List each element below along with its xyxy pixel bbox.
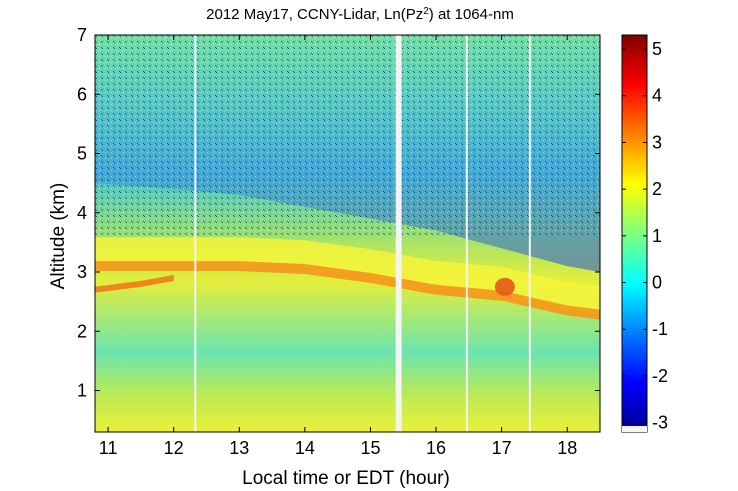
colorbar-tick-label: -3 <box>652 413 668 433</box>
x-tick-label: 11 <box>99 438 118 458</box>
yellow-halo-band <box>95 237 600 314</box>
svg-text:2012 May17, CCNY-Lidar, Ln(Pz2: 2012 May17, CCNY-Lidar, Ln(Pz2) at 1064-… <box>206 6 514 24</box>
y-tick-label: 4 <box>77 203 87 223</box>
aerosol-hotspot <box>494 277 515 296</box>
colorbar-tick-label: 1 <box>652 226 662 246</box>
colorbar-tick-label: 4 <box>652 86 662 106</box>
colorbar-tick-label: 5 <box>652 39 662 59</box>
lower-aerosol-band <box>95 274 174 293</box>
x-axis: 11 12 13 14 15 16 17 18 <box>99 35 577 458</box>
title-main: 2012 May17, CCNY-Lidar, Ln(Pz <box>206 6 423 23</box>
y-tick-label: 3 <box>77 262 87 282</box>
y-tick-label: 1 <box>77 381 87 401</box>
x-tick-label: 13 <box>229 438 249 458</box>
y-tick-label: 5 <box>77 144 87 164</box>
data-gap-2 <box>465 35 468 432</box>
colorbar-tick-label: 2 <box>652 179 662 199</box>
x-axis-label: Local time or EDT (hour) <box>242 468 450 489</box>
y-tick-label: 2 <box>77 321 87 341</box>
plot-area <box>95 35 600 432</box>
data-gap-3 <box>528 35 531 432</box>
y-axis: 1 2 3 4 5 6 7 <box>77 25 600 401</box>
colorbar-tick-label: -1 <box>652 319 668 339</box>
plot-frame <box>94 34 601 433</box>
title-suffix: ) at 1064-nm <box>429 6 514 23</box>
x-tick-label: 12 <box>164 438 184 458</box>
title-superscript: 2 <box>423 6 429 17</box>
colorbar-nodata-swatch <box>622 426 647 432</box>
x-tick-label: 17 <box>492 438 512 458</box>
x-tick-label: 18 <box>557 438 577 458</box>
colorbar: -3 -2 -1 0 1 2 3 4 5 <box>621 34 668 433</box>
y-tick-label: 6 <box>77 84 87 104</box>
colorbar-gradient <box>622 35 647 432</box>
x-tick-label: 16 <box>426 438 446 458</box>
y-axis-label: Altitude (km) <box>48 183 69 290</box>
chart-title: 2012 May17, CCNY-Lidar, Ln(Pz2) at 1064-… <box>206 6 514 24</box>
elevated-aerosol-layer <box>95 261 600 320</box>
data-gap-0 <box>194 35 197 432</box>
colorbar-tick-label: 0 <box>652 273 662 293</box>
x-tick-label: 14 <box>295 438 315 458</box>
y-tick-label: 7 <box>77 25 87 45</box>
speckle-noise <box>95 35 600 235</box>
colorbar-tick-label: 3 <box>652 132 662 152</box>
data-gap-1 <box>395 35 402 432</box>
colorbar-tick-label: -2 <box>652 366 668 386</box>
x-tick-label: 15 <box>360 438 380 458</box>
